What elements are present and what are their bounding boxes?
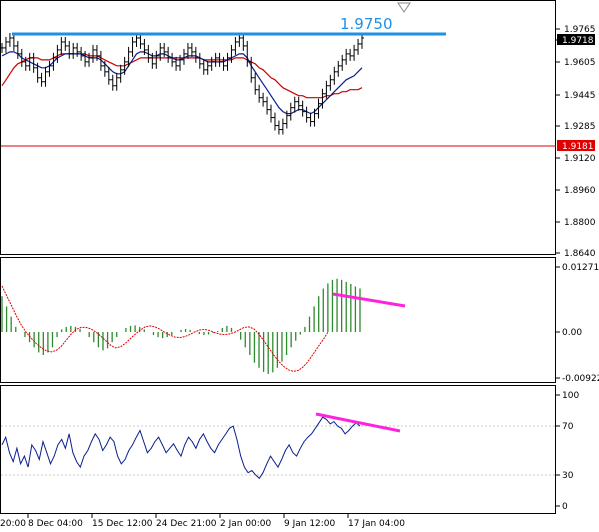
- macd-axis: 0.01271 0.00 -0.00922: [562, 263, 599, 384]
- macd-tick-label: 0.01271: [562, 263, 599, 273]
- price-tick-label: 1.9445: [564, 91, 596, 101]
- rsi-path: [1, 416, 361, 480]
- price-bars: [0, 32, 364, 135]
- rsi-panel-frame: [0, 385, 556, 514]
- macd-histogram: [1, 278, 361, 374]
- rsi-tick-label: 100: [562, 391, 579, 401]
- price-tick-label: 1.9120: [564, 154, 596, 164]
- macd-signal-line: [1, 285, 329, 372]
- price-axis: 1.9765 1.9605 1.9445 1.9285 1.9120 1.896…: [564, 25, 596, 259]
- macd-tick-label: 0.00: [562, 328, 582, 338]
- time-tick-label: 17 Jan 04:00: [348, 519, 405, 529]
- time-axis-ticks: [27, 514, 349, 518]
- macd-axis-ticks: [556, 266, 560, 379]
- price-axis-ticks: [556, 28, 560, 254]
- time-tick-label: 9 Jan 12:00: [284, 519, 336, 529]
- macd-signal-path: [1, 285, 329, 372]
- red-line-price-tag: [557, 140, 595, 151]
- time-tick-label: 24 Dec 21:00: [156, 519, 217, 529]
- price-tick-label: 1.9605: [564, 58, 596, 68]
- time-tick-label: 8 Dec 04:00: [28, 519, 83, 529]
- price-tick-label: 1.8800: [564, 218, 596, 228]
- time-axis: 20:00 8 Dec 04:00 15 Dec 12:00 24 Dec 21…: [0, 519, 405, 529]
- time-tick-label: 15 Dec 12:00: [92, 519, 153, 529]
- time-tick-label: 2 Jan 00:00: [220, 519, 272, 529]
- current-price-text: 1.9718: [562, 36, 594, 46]
- shift-marker-icon[interactable]: [397, 2, 411, 13]
- price-panel-frame: [0, 0, 556, 255]
- rsi-tick-label: 0: [562, 502, 568, 512]
- rsi-line: [1, 416, 361, 480]
- macd-tick-label: -0.00922: [562, 374, 599, 384]
- rsi-tick-label: 70: [562, 422, 574, 432]
- rsi-axis-ticks: [556, 394, 560, 507]
- fast-moving-average: [1, 51, 363, 115]
- fast-ma-path: [1, 51, 363, 115]
- rsi-divergence-line[interactable]: [315, 412, 401, 433]
- resistance-annotation[interactable]: 1.9750: [340, 15, 393, 33]
- rsi-tick-label: 30: [562, 471, 574, 481]
- red-line-price-text: 1.9181: [562, 142, 594, 152]
- current-price-tag: [557, 34, 595, 45]
- slow-ma-path: [1, 53, 363, 99]
- price-tick-label: 1.8960: [564, 186, 596, 196]
- rsi-axis: 100 70 30 0: [562, 391, 579, 512]
- macd-panel-frame: [0, 257, 556, 383]
- price-tick-label: 1.8640: [564, 249, 596, 259]
- macd-divergence-line[interactable]: [332, 292, 406, 308]
- price-tick-label: 1.9285: [564, 122, 596, 132]
- time-tick-label: 20:00: [0, 519, 26, 529]
- price-tick-label: 1.9765: [564, 25, 596, 35]
- slow-moving-average: [1, 53, 363, 99]
